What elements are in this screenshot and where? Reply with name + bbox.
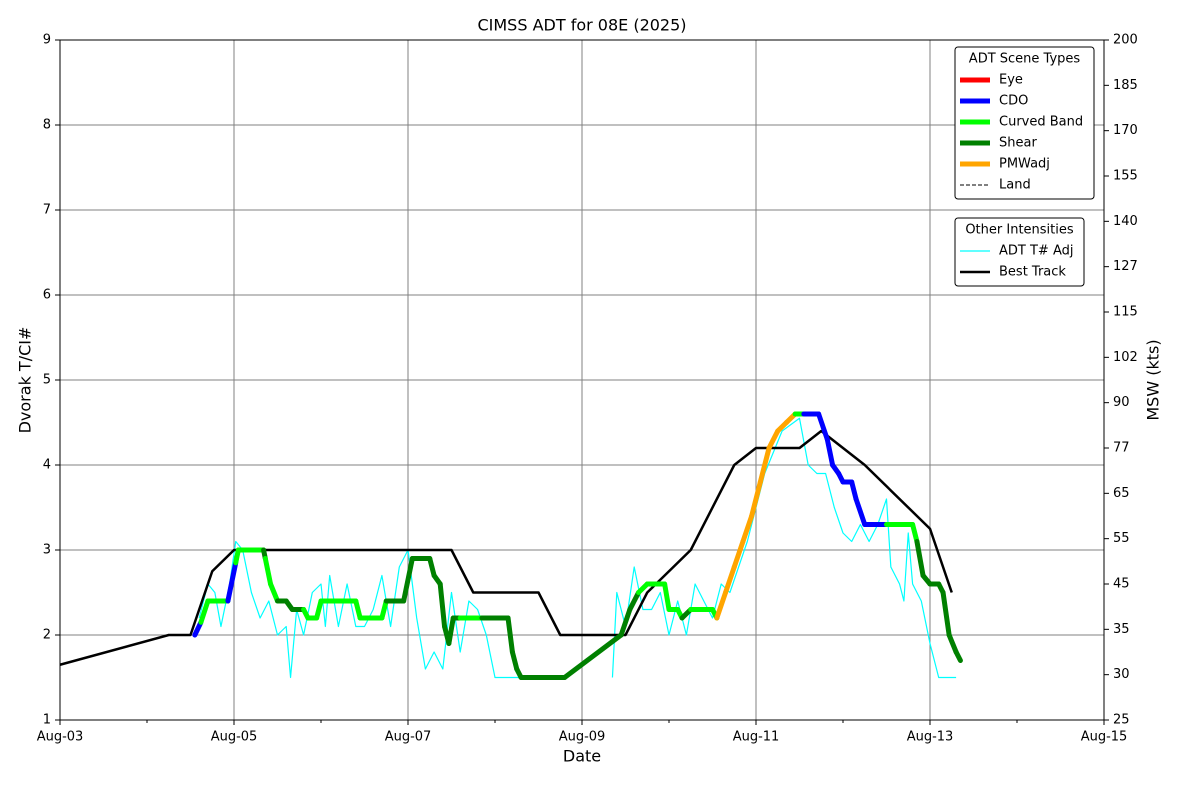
adt-segment xyxy=(198,598,211,625)
chart-title: CIMSS ADT for 08E (2025) xyxy=(477,16,686,35)
adt-segment xyxy=(618,607,633,638)
adt-segment xyxy=(662,581,672,612)
y-tick-label: 4 xyxy=(43,458,51,473)
adt-segment xyxy=(446,615,456,646)
adt-segment xyxy=(509,649,520,672)
x-tick-label: Aug-05 xyxy=(211,730,258,745)
adt-segment xyxy=(505,615,515,655)
y2-axis-label: MSW (kts) xyxy=(1144,339,1163,420)
x-tick-label: Aug-07 xyxy=(385,730,432,745)
adt-segment xyxy=(946,632,959,655)
adt-segment xyxy=(910,522,920,544)
y-tick-label: 7 xyxy=(43,203,51,218)
legend-box xyxy=(954,46,1095,200)
series-line xyxy=(59,429,953,666)
y2-tick-label: 102 xyxy=(1113,350,1138,365)
series-line xyxy=(198,417,957,679)
y2-tick-label: 25 xyxy=(1113,713,1130,728)
y2-tick-label: 200 xyxy=(1113,33,1138,48)
y2-tick-label: 127 xyxy=(1113,259,1138,274)
y2-tick-label: 140 xyxy=(1113,214,1138,229)
legend-title: Other Intensities xyxy=(965,223,1074,238)
y2-tick-label: 45 xyxy=(1113,577,1130,592)
y-tick-label: 2 xyxy=(43,628,51,643)
y-tick-label: 3 xyxy=(43,543,51,558)
x-tick-label: Aug-09 xyxy=(559,730,606,745)
adt-segment xyxy=(757,445,772,485)
legend-label: Curved Band xyxy=(999,115,1083,130)
x-tick-label: Aug-11 xyxy=(733,730,780,745)
y2-tick-label: 90 xyxy=(1113,395,1130,410)
adt-segment xyxy=(849,479,859,502)
y-axis-label: Dvorak T/CI# xyxy=(16,327,35,434)
y-tick-label: 1 xyxy=(43,713,51,728)
adt-segment xyxy=(627,590,642,612)
adt-segment xyxy=(723,564,737,595)
y2-tick-label: 65 xyxy=(1113,486,1130,501)
y2-tick-label: 155 xyxy=(1113,169,1138,184)
x-tick-label: Aug-13 xyxy=(907,730,954,745)
adt-segment xyxy=(225,560,239,604)
y2-tick-label: 77 xyxy=(1113,441,1130,456)
adt-segment xyxy=(749,479,763,519)
adt-segment xyxy=(379,598,389,621)
legend-label: Eye xyxy=(999,73,1023,88)
x-axis-label: Date xyxy=(563,747,601,766)
adt-segment xyxy=(268,581,280,604)
y2-tick-label: 170 xyxy=(1113,123,1138,138)
adt-segment xyxy=(401,556,415,604)
adt-segment xyxy=(314,598,324,621)
legend-title: ADT Scene Types xyxy=(969,52,1081,67)
legend-label: ADT T# Adj xyxy=(999,244,1073,259)
legend-label: Land xyxy=(999,178,1031,193)
legend-label: Best Track xyxy=(999,265,1066,280)
adt-segment xyxy=(262,556,274,587)
adt-segment xyxy=(731,539,746,570)
plot-frame xyxy=(59,39,1105,721)
legend-label: PMWadj xyxy=(999,157,1050,172)
y-tick-label: 6 xyxy=(43,288,51,303)
y2-tick-label: 115 xyxy=(1113,305,1138,320)
adt-segment xyxy=(940,590,952,638)
y2-tick-label: 30 xyxy=(1113,667,1130,682)
adt-segment xyxy=(562,632,624,680)
adt-segment xyxy=(816,411,830,442)
y2-tick-label: 35 xyxy=(1113,622,1130,637)
x-tick-label: Aug-03 xyxy=(37,730,84,745)
adt-segment xyxy=(353,598,363,621)
adt-segment xyxy=(714,590,729,621)
adt-segment xyxy=(824,437,836,468)
y2-tick-label: 185 xyxy=(1113,78,1138,93)
adt-segment xyxy=(766,428,781,451)
adt-segment xyxy=(427,556,437,578)
adt-segment xyxy=(914,539,926,578)
legend-label: CDO xyxy=(999,94,1028,109)
adt-segment xyxy=(853,496,868,527)
adt-segment xyxy=(953,649,963,663)
y2-tick-label: 55 xyxy=(1113,531,1130,546)
legend-box xyxy=(954,217,1085,287)
adt-segment xyxy=(437,581,448,629)
y-tick-label: 8 xyxy=(43,118,51,133)
x-tick-label: Aug-15 xyxy=(1081,730,1128,745)
y-tick-label: 5 xyxy=(43,373,51,388)
adt-segment xyxy=(740,513,755,544)
y-tick-label: 9 xyxy=(43,33,51,48)
legend-label: Shear xyxy=(999,136,1037,151)
